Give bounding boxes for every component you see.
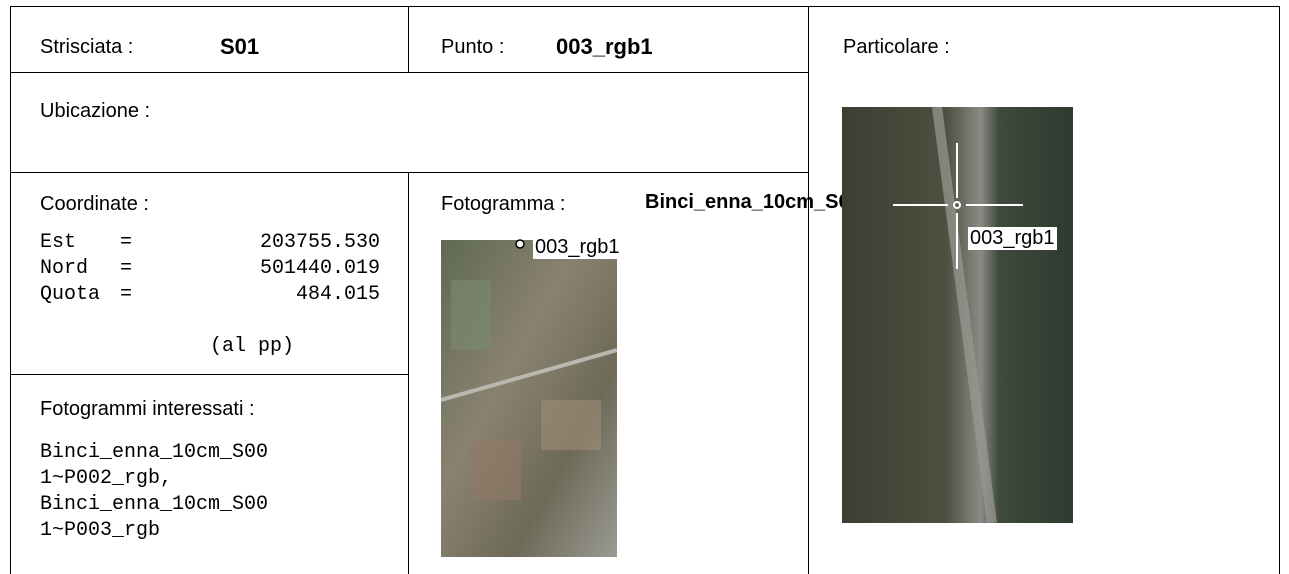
coordinate-name: Est [40, 231, 77, 254]
crosshair [893, 143, 1023, 269]
border [408, 172, 409, 574]
frames-label: Fotogrammi interessati : [40, 398, 255, 420]
border [808, 6, 809, 574]
frame-item: Binci_enna_10cm_S001~P002_rgb, [40, 441, 269, 490]
coordinates-note: (al pp) [210, 335, 295, 358]
coordinate-separator: = [120, 231, 133, 254]
frame-label: Fotogramma : [441, 193, 566, 215]
frame-item: Binci_enna_10cm_S001~P003_rgb [40, 493, 269, 542]
border [10, 6, 11, 574]
strip-label: Strisciata : [40, 36, 134, 58]
frame-marker [515, 239, 525, 249]
border [1279, 6, 1280, 574]
border [10, 72, 808, 73]
border [10, 172, 808, 173]
coordinate-value: 203755.530 [259, 231, 380, 254]
coordinates-label: Coordinate : [40, 193, 149, 215]
coordinate-value: 501440.019 [259, 257, 380, 280]
frame-image [441, 240, 617, 557]
coordinate-value: 484.015 [295, 283, 380, 306]
frames-list: Binci_enna_10cm_S001~P002_rgb, Binci_enna… [40, 440, 280, 544]
detail-marker-label: 003_rgb1 [968, 227, 1057, 250]
border [10, 6, 1280, 7]
detail-label: Particolare : [843, 36, 950, 58]
frame-marker-label: 003_rgb1 [533, 236, 622, 259]
border [10, 374, 408, 375]
coordinates: Est = 203755.530 Nord = 501440.019 Quota = 484.0… [40, 230, 380, 308]
coordinate-separator: = [120, 283, 133, 306]
strip-value: S01 [220, 34, 260, 59]
location-label: Ubicazione : [40, 100, 151, 122]
point-value: 003_rgb1 [556, 34, 653, 59]
point-label: Punto : [441, 36, 505, 58]
border [408, 6, 409, 72]
coordinate-name: Quota [40, 283, 101, 306]
coordinate-separator: = [120, 257, 133, 280]
coordinate-name: Nord [40, 257, 89, 280]
